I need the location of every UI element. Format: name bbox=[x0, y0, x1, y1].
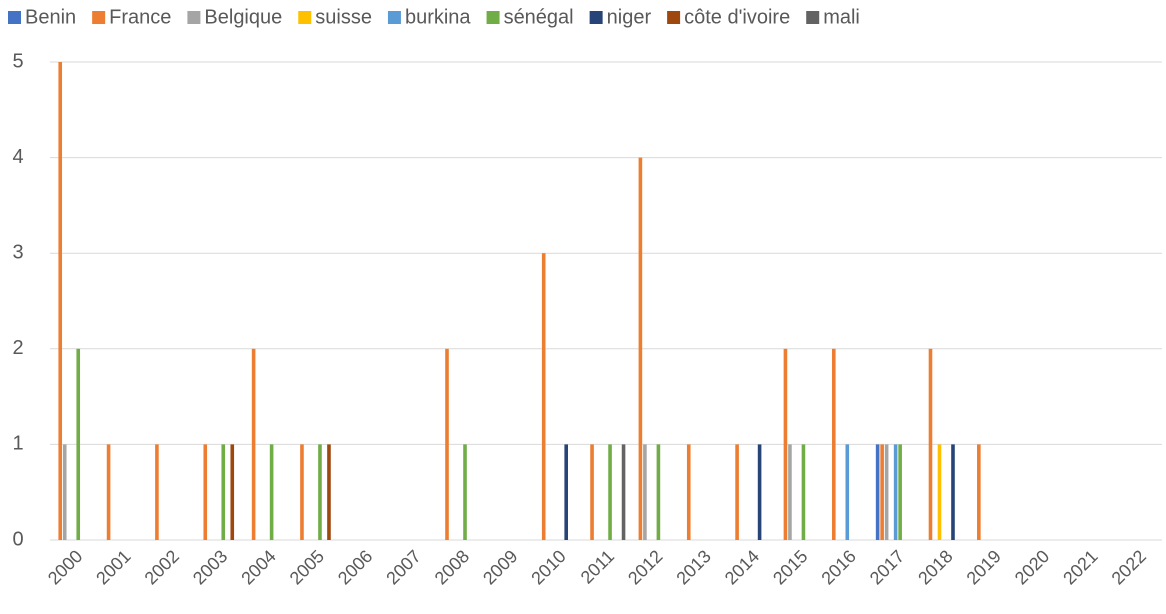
x-tick-label: 2018 bbox=[914, 546, 956, 588]
x-tick-label: 2019 bbox=[963, 546, 1005, 588]
bar bbox=[831, 348, 836, 540]
legend-swatch bbox=[486, 11, 500, 24]
legend-label: côte d'ivoire bbox=[684, 6, 790, 28]
x-tick-label: 2021 bbox=[1059, 546, 1101, 588]
x-tick-label: 2006 bbox=[334, 546, 376, 588]
bar bbox=[656, 444, 661, 540]
legend-swatch bbox=[187, 11, 201, 24]
bar bbox=[76, 348, 81, 540]
bar bbox=[638, 157, 643, 540]
bar bbox=[251, 348, 256, 540]
legend-swatch bbox=[667, 11, 681, 24]
y-tick-label: 5 bbox=[12, 50, 23, 72]
bar bbox=[801, 444, 806, 540]
y-tick-label: 3 bbox=[12, 241, 23, 263]
x-tick-label: 2014 bbox=[721, 546, 763, 588]
bar bbox=[463, 444, 467, 540]
bar bbox=[845, 444, 850, 540]
x-tick-label: 2017 bbox=[866, 546, 908, 588]
bar bbox=[875, 444, 880, 540]
bar bbox=[608, 444, 612, 540]
bar bbox=[58, 62, 63, 540]
legend-label: burkina bbox=[405, 6, 471, 28]
x-tick-label: 2003 bbox=[189, 546, 231, 588]
legend-swatch bbox=[8, 11, 21, 24]
bar bbox=[564, 444, 569, 540]
bar bbox=[541, 253, 546, 540]
legend-swatch bbox=[92, 11, 106, 24]
legend-label: Belgique bbox=[204, 6, 282, 28]
bar bbox=[757, 444, 762, 540]
legend-swatch bbox=[387, 11, 401, 24]
x-tick-label: 2007 bbox=[382, 546, 424, 588]
bar bbox=[977, 444, 981, 540]
bar bbox=[203, 444, 208, 540]
bar bbox=[880, 444, 884, 540]
x-tick-label: 2013 bbox=[672, 546, 714, 588]
legend-label: France bbox=[109, 6, 171, 28]
bar bbox=[590, 444, 594, 540]
y-tick-label: 2 bbox=[12, 337, 23, 359]
x-tick-label: 2020 bbox=[1011, 546, 1053, 588]
x-tick-label: 2015 bbox=[769, 546, 811, 588]
bar bbox=[621, 444, 626, 540]
bar bbox=[783, 348, 788, 540]
bar bbox=[106, 444, 111, 540]
bar bbox=[735, 444, 739, 540]
x-tick-label: 2008 bbox=[431, 546, 473, 588]
bar bbox=[327, 444, 331, 540]
bar bbox=[269, 444, 274, 540]
y-tick-label: 4 bbox=[12, 146, 23, 168]
x-tick-label: 2000 bbox=[44, 546, 86, 588]
x-tick-label: 2002 bbox=[141, 546, 183, 588]
x-tick-label: 2011 bbox=[577, 546, 619, 588]
bar bbox=[937, 444, 942, 540]
bar bbox=[643, 444, 647, 540]
legend-label: sénégal bbox=[504, 6, 574, 28]
legend-label: Benin bbox=[25, 6, 76, 28]
y-tick-label: 1 bbox=[12, 433, 23, 455]
bar bbox=[928, 348, 933, 540]
bar bbox=[898, 444, 902, 540]
bar bbox=[686, 444, 691, 540]
legend-swatch bbox=[806, 11, 820, 24]
x-tick-label: 2012 bbox=[624, 546, 666, 588]
bar bbox=[221, 444, 226, 540]
x-tick-label: 2004 bbox=[237, 546, 279, 588]
bar bbox=[893, 444, 898, 540]
legend-label: mali bbox=[823, 6, 860, 28]
bar bbox=[951, 444, 955, 540]
bar bbox=[230, 444, 235, 540]
legend-swatch bbox=[589, 11, 603, 24]
x-tick-label: 2022 bbox=[1108, 546, 1150, 588]
x-tick-label: 2005 bbox=[286, 546, 328, 588]
bar bbox=[155, 444, 159, 540]
legend-label: niger bbox=[607, 6, 652, 28]
bar bbox=[884, 444, 889, 540]
bar bbox=[318, 444, 322, 540]
bar bbox=[445, 348, 449, 540]
x-tick-label: 2016 bbox=[817, 546, 859, 588]
bar bbox=[62, 444, 67, 540]
x-tick-label: 2009 bbox=[479, 546, 521, 588]
bar bbox=[300, 444, 304, 540]
x-tick-label: 2001 bbox=[92, 546, 134, 588]
legend-swatch bbox=[298, 11, 312, 24]
y-tick-label: 0 bbox=[12, 528, 23, 550]
bar bbox=[788, 444, 792, 540]
legend-label: suisse bbox=[315, 6, 372, 28]
x-tick-label: 2010 bbox=[527, 546, 569, 588]
